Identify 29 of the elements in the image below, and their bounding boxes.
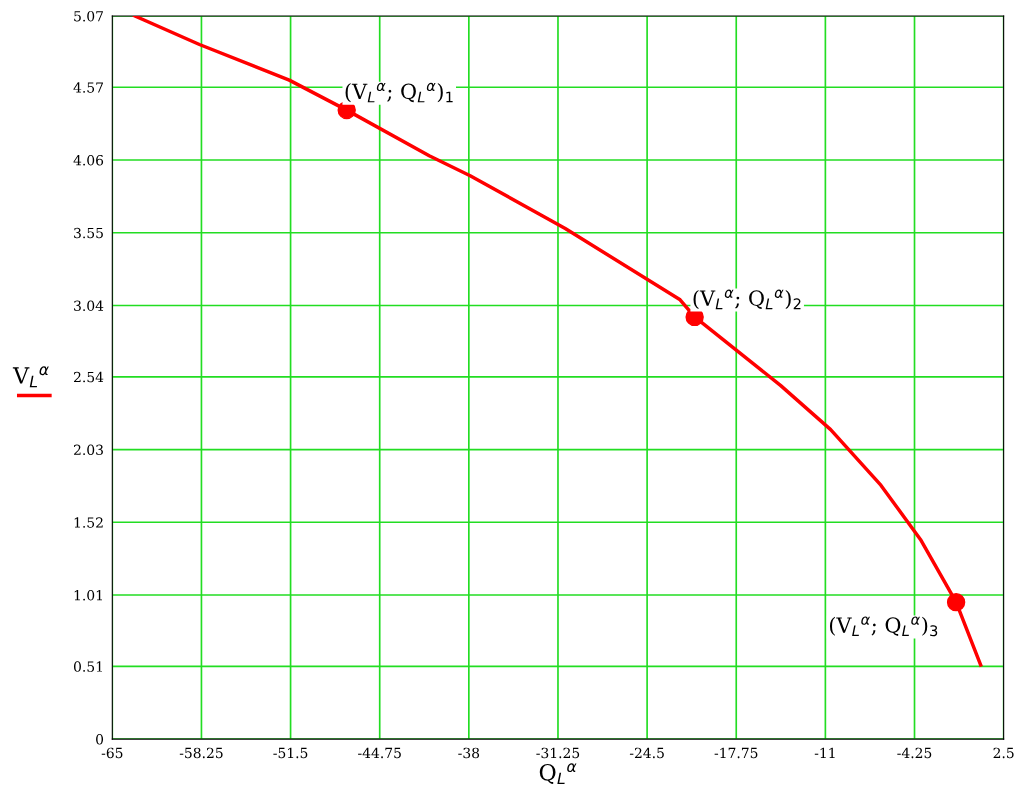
y-tick-label: 4.57 <box>73 82 103 93</box>
y-tick-label: 4.06 <box>73 155 104 166</box>
y-axis-title: V$_{L}$$^{α}$ <box>12 366 49 388</box>
y-tick-label: 2.54 <box>73 371 104 383</box>
y-tick-label: 1.01 <box>74 589 102 601</box>
annotation: (V$_{L}$$^{α}$; Q$_{L}$$^{α}$)$_{2}$ <box>693 289 801 310</box>
y-tick-label: 0 <box>96 734 104 745</box>
x-tick-label: -11 <box>814 747 835 758</box>
x-tick-label: -17.75 <box>714 747 758 759</box>
x-axis-title: Q$_{L}$$^{α}$ <box>539 763 577 785</box>
x-tick-label: -58.25 <box>179 747 223 759</box>
y-tick-label: 3.55 <box>74 227 103 239</box>
x-tick-label: -4.25 <box>897 747 932 759</box>
y-tick-label: 5.07 <box>74 10 103 22</box>
point <box>946 592 966 612</box>
x-tick-label: -24.5 <box>629 747 664 759</box>
line-series <box>133 15 983 667</box>
y-tick-label: 2.03 <box>73 444 103 456</box>
x-tick-label: -38 <box>458 747 480 759</box>
x-tick-label: -31.25 <box>536 747 580 759</box>
x-tick-label: -44.75 <box>358 747 401 759</box>
x-tick-label: 2.5 <box>993 747 1014 759</box>
annotation: (V$_{L}$$^{α}$; Q$_{L}$$^{α}$)$_{3}$ <box>829 616 938 637</box>
x-tick-label: -51.5 <box>273 747 308 759</box>
x-tick-label: -65 <box>101 747 123 759</box>
y-tick-label: 0.51 <box>73 661 102 672</box>
annotation: (V$_{L}$$^{α}$; Q$_{L}$$^{α}$)$_{1}$ <box>345 82 453 103</box>
y-tick-label: 1.52 <box>74 517 103 528</box>
y-tick-label: 3.04 <box>74 300 104 311</box>
